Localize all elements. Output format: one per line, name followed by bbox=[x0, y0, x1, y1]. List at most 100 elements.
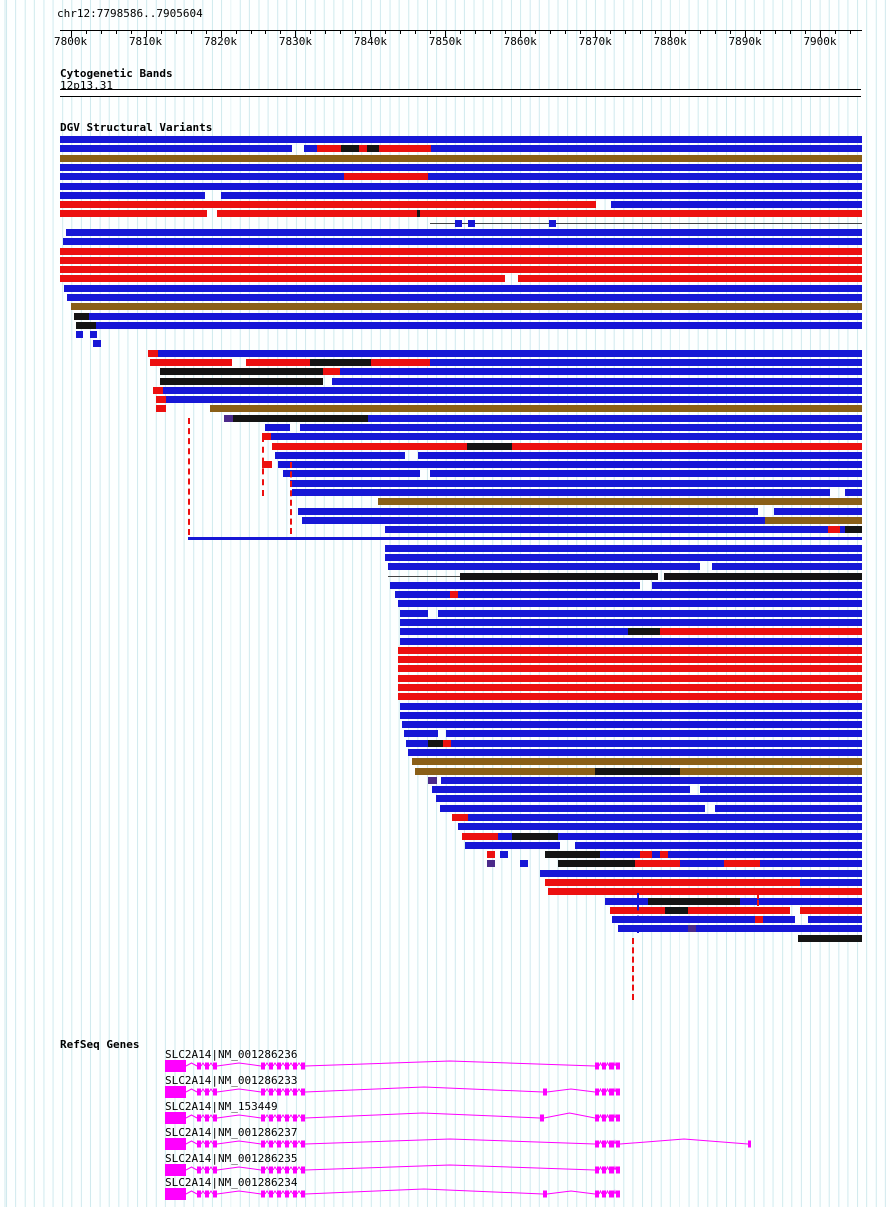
gene-exon[interactable] bbox=[609, 1166, 614, 1174]
variant-bar[interactable] bbox=[60, 275, 505, 282]
gene-exon[interactable] bbox=[285, 1114, 289, 1122]
variant-bar[interactable] bbox=[378, 498, 862, 505]
gene-exon[interactable] bbox=[301, 1190, 305, 1198]
variant-bar[interactable] bbox=[60, 136, 862, 143]
variant-bar[interactable] bbox=[740, 898, 862, 905]
gene-exon[interactable] bbox=[285, 1190, 289, 1198]
variant-bar[interactable] bbox=[648, 898, 740, 905]
variant-bar[interactable] bbox=[300, 424, 862, 431]
variant-bar[interactable] bbox=[467, 443, 512, 450]
gene-exon[interactable] bbox=[609, 1190, 614, 1198]
variant-bar[interactable] bbox=[398, 647, 862, 654]
gene-exon[interactable] bbox=[540, 1114, 544, 1122]
gene-exon[interactable] bbox=[213, 1088, 217, 1096]
gene-exon[interactable] bbox=[293, 1088, 297, 1096]
gene-exon[interactable] bbox=[293, 1062, 297, 1070]
variant-bar[interactable] bbox=[438, 610, 862, 617]
variant-bar[interactable] bbox=[341, 145, 359, 152]
variant-bar[interactable] bbox=[60, 192, 205, 199]
variant-bar[interactable] bbox=[545, 879, 800, 886]
variant-bar[interactable] bbox=[368, 415, 862, 422]
variant-bar[interactable] bbox=[76, 331, 83, 338]
variant-bar[interactable] bbox=[828, 526, 840, 533]
variant-breakpoint-line[interactable] bbox=[632, 938, 634, 1000]
variant-bar[interactable] bbox=[60, 257, 862, 264]
variant-bar[interactable] bbox=[332, 378, 862, 385]
variant-bar[interactable] bbox=[618, 925, 688, 932]
variant-bar[interactable] bbox=[430, 470, 862, 477]
variant-bar[interactable] bbox=[446, 730, 862, 737]
gene-exon[interactable] bbox=[616, 1062, 620, 1070]
variant-bar[interactable] bbox=[428, 740, 443, 747]
variant-bar[interactable] bbox=[575, 842, 862, 849]
variant-bar[interactable] bbox=[290, 480, 862, 487]
variant-bar[interactable] bbox=[163, 387, 862, 394]
variant-bar[interactable] bbox=[304, 145, 317, 152]
variant-bar[interactable] bbox=[545, 851, 600, 858]
variant-bar[interactable] bbox=[398, 693, 862, 700]
variant-bar[interactable] bbox=[468, 814, 862, 821]
variant-bar[interactable] bbox=[233, 415, 368, 422]
variant-bar[interactable] bbox=[404, 730, 438, 737]
gene-exon[interactable] bbox=[609, 1062, 614, 1070]
variant-bar[interactable] bbox=[278, 461, 862, 468]
variant-bar[interactable] bbox=[89, 313, 862, 320]
gene-exon[interactable] bbox=[213, 1114, 217, 1122]
variant-bar[interactable] bbox=[431, 145, 862, 152]
variant-bar[interactable] bbox=[468, 220, 475, 227]
variant-bar[interactable] bbox=[60, 173, 344, 180]
variant-bar[interactable] bbox=[549, 220, 556, 227]
variant-bar[interactable] bbox=[60, 201, 596, 208]
variant-bar[interactable] bbox=[660, 628, 862, 635]
variant-bar[interactable] bbox=[158, 350, 862, 357]
variant-bar[interactable] bbox=[487, 860, 495, 867]
gene-exon[interactable] bbox=[285, 1166, 289, 1174]
variant-bar[interactable] bbox=[398, 684, 862, 691]
gene-exon[interactable] bbox=[616, 1190, 620, 1198]
variant-bar[interactable] bbox=[558, 833, 862, 840]
variant-bar[interactable] bbox=[700, 786, 862, 793]
variant-bar[interactable] bbox=[518, 275, 862, 282]
variant-bar[interactable] bbox=[612, 916, 755, 923]
variant-bar[interactable] bbox=[652, 851, 660, 858]
variant-bar[interactable] bbox=[500, 851, 508, 858]
variant-bar[interactable] bbox=[441, 777, 862, 784]
gene-exon[interactable] bbox=[205, 1166, 209, 1174]
gene-exon[interactable] bbox=[205, 1088, 209, 1096]
gene-exon[interactable] bbox=[616, 1114, 620, 1122]
gene-exon[interactable] bbox=[595, 1062, 599, 1070]
variant-bar[interactable] bbox=[188, 537, 862, 540]
gene-exon[interactable] bbox=[293, 1140, 297, 1148]
gene-exon[interactable] bbox=[261, 1190, 265, 1198]
variant-bar[interactable] bbox=[755, 916, 763, 923]
gene-exon[interactable] bbox=[165, 1112, 186, 1124]
variant-bar[interactable] bbox=[402, 721, 862, 728]
variant-bar[interactable] bbox=[359, 145, 367, 152]
variant-bar[interactable] bbox=[388, 576, 460, 577]
variant-bar[interactable] bbox=[60, 183, 862, 190]
gene-exon[interactable] bbox=[301, 1166, 305, 1174]
gene-exon[interactable] bbox=[602, 1114, 606, 1122]
gene-exon[interactable] bbox=[213, 1190, 217, 1198]
variant-bar[interactable] bbox=[406, 740, 428, 747]
gene-exon[interactable] bbox=[748, 1140, 751, 1148]
variant-bar[interactable] bbox=[371, 359, 430, 366]
gene-exon[interactable] bbox=[269, 1114, 273, 1122]
variant-bar[interactable] bbox=[388, 563, 700, 570]
gene-exon[interactable] bbox=[285, 1140, 289, 1148]
variant-bar[interactable] bbox=[398, 675, 862, 682]
gene-exon[interactable] bbox=[205, 1114, 209, 1122]
variant-bar[interactable] bbox=[652, 582, 862, 589]
variant-bar[interactable] bbox=[262, 433, 271, 440]
gene-exon[interactable] bbox=[595, 1166, 599, 1174]
variant-bar[interactable] bbox=[66, 229, 862, 236]
variant-bar[interactable] bbox=[76, 322, 96, 329]
variant-bar[interactable] bbox=[600, 851, 640, 858]
variant-bar[interactable] bbox=[428, 777, 437, 784]
gene-exon[interactable] bbox=[213, 1140, 217, 1148]
gene-exon[interactable] bbox=[595, 1114, 599, 1122]
gene-exon[interactable] bbox=[301, 1088, 305, 1096]
variant-bar[interactable] bbox=[408, 749, 862, 756]
variant-bar[interactable] bbox=[800, 879, 862, 886]
variant-bar[interactable] bbox=[808, 916, 862, 923]
